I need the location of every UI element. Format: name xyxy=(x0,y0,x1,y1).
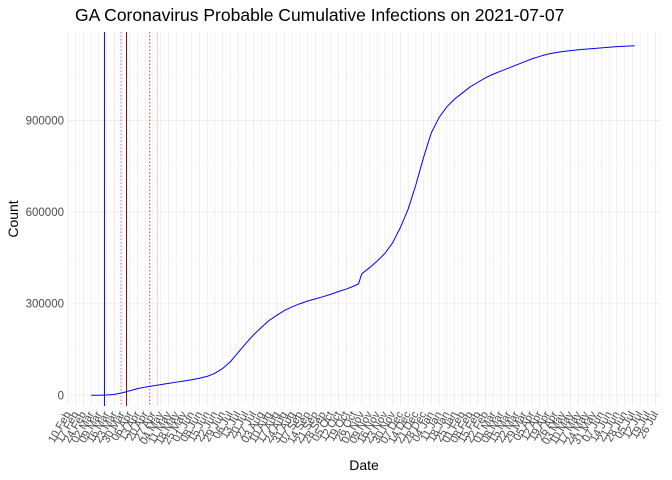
y-tick-label: 0 xyxy=(58,390,64,402)
y-tick-label: 900000 xyxy=(26,116,64,128)
y-axis-title: Count xyxy=(5,200,21,237)
series-layer xyxy=(91,45,635,396)
y-tick-labels: 0 300000 600000 900000 xyxy=(26,116,64,403)
y-tick-label: 600000 xyxy=(26,207,64,219)
major-gridlines xyxy=(67,32,660,406)
minor-gridlines xyxy=(68,32,660,406)
reference-lines xyxy=(103,32,158,406)
y-tick-label: 300000 xyxy=(26,299,64,311)
series-line xyxy=(91,45,635,396)
x-axis-title: Date xyxy=(349,457,379,473)
chart-title: GA Coronavirus Probable Cumulative Infec… xyxy=(75,5,565,25)
